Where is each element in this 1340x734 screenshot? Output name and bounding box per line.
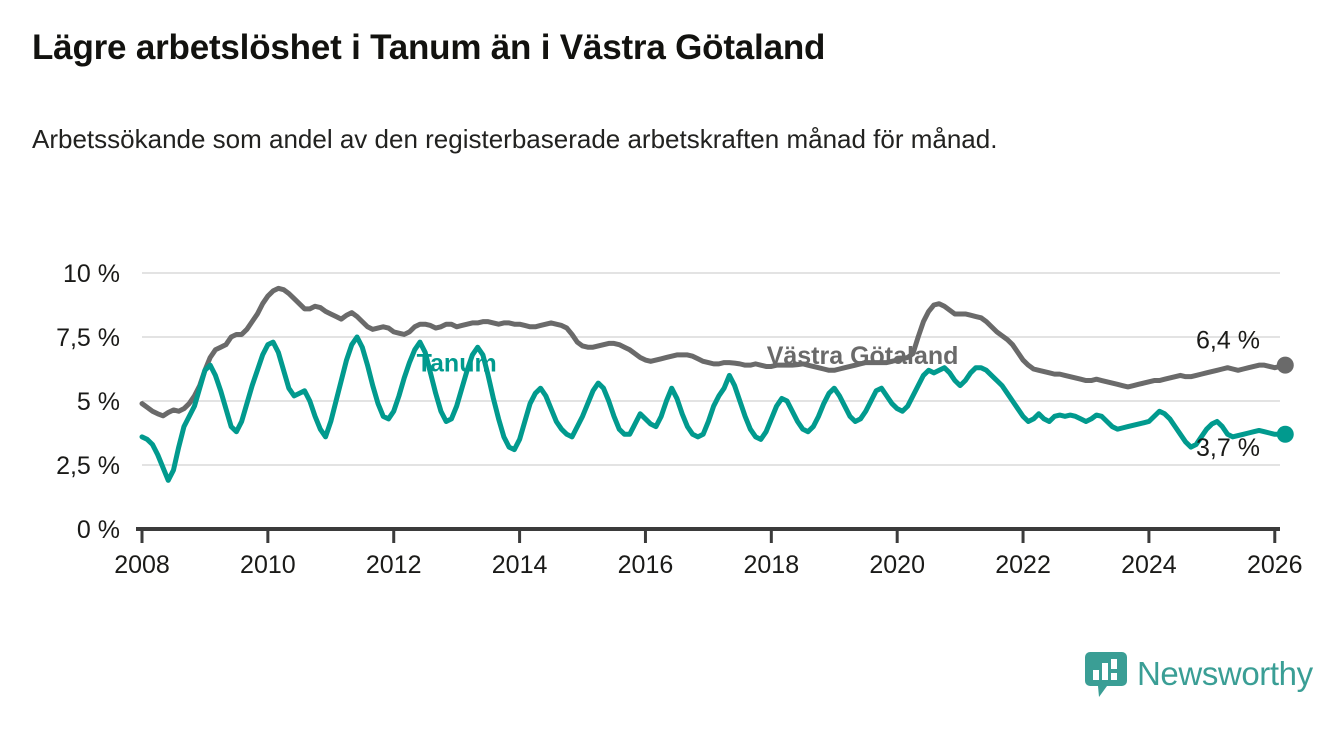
gridlines bbox=[142, 272, 1280, 466]
series-group bbox=[139, 285, 1294, 483]
page-title: Lägre arbetslöshet i Tanum än i Västra G… bbox=[32, 28, 826, 67]
series-end-marker-v-stra-g-taland bbox=[1276, 356, 1294, 374]
x-axis-tick-label: 2012 bbox=[366, 551, 422, 579]
x-axis-tick-label: 2014 bbox=[492, 551, 548, 579]
y-axis-tick-label: 0 % bbox=[77, 516, 120, 544]
tanum-series-label: Tanum bbox=[417, 350, 497, 378]
x-axis-tick-label: 2024 bbox=[1121, 551, 1177, 579]
y-axis-tick-label: 7,5 % bbox=[56, 324, 120, 352]
vastra-gotaland-series-label: Västra Götaland bbox=[767, 342, 959, 370]
y-axis-tick-label: 2,5 % bbox=[56, 452, 120, 480]
x-axis-tick-label: 2016 bbox=[618, 551, 674, 579]
y-axis-tick-label: 5 % bbox=[77, 388, 120, 416]
chart-annotations: Tanum Västra Götaland 6,4 % 3,7 % bbox=[417, 327, 1260, 463]
series-line-v-stra-g-taland bbox=[139, 285, 1288, 419]
tanum-end-value: 3,7 % bbox=[1196, 434, 1260, 462]
x-axis-tick-label: 2010 bbox=[240, 551, 296, 579]
y-axis-tick-label: 10 % bbox=[63, 260, 120, 288]
x-axis-tick-label: 2008 bbox=[114, 551, 170, 579]
x-axis-tick-label: 2026 bbox=[1247, 551, 1303, 579]
x-axis-tick-label: 2020 bbox=[869, 551, 925, 579]
vastra-gotaland-end-value: 6,4 % bbox=[1196, 327, 1260, 355]
y-axis-labels: 0 % 2,5 % 5 % 7,5 % 10 % bbox=[56, 260, 120, 544]
x-axis-tick-label: 2018 bbox=[744, 551, 800, 579]
chart-subtitle: Arbetssökande som andel av den registerb… bbox=[32, 124, 998, 154]
x-axis-labels: 2008 2010 2012 2014 2016 2018 2020 2022 2024 2026 bbox=[114, 551, 1302, 579]
series-line-tanum bbox=[139, 334, 1288, 483]
logo-text: Newsworthy bbox=[1137, 655, 1313, 692]
bar-chart-speech-bubble-icon bbox=[1085, 650, 1127, 698]
x-axis-tick-label: 2022 bbox=[995, 551, 1051, 579]
newsworthy-logo[interactable]: Newsworthy bbox=[1085, 650, 1313, 698]
axis-group bbox=[136, 527, 1280, 543]
series-end-marker-tanum bbox=[1276, 425, 1294, 443]
